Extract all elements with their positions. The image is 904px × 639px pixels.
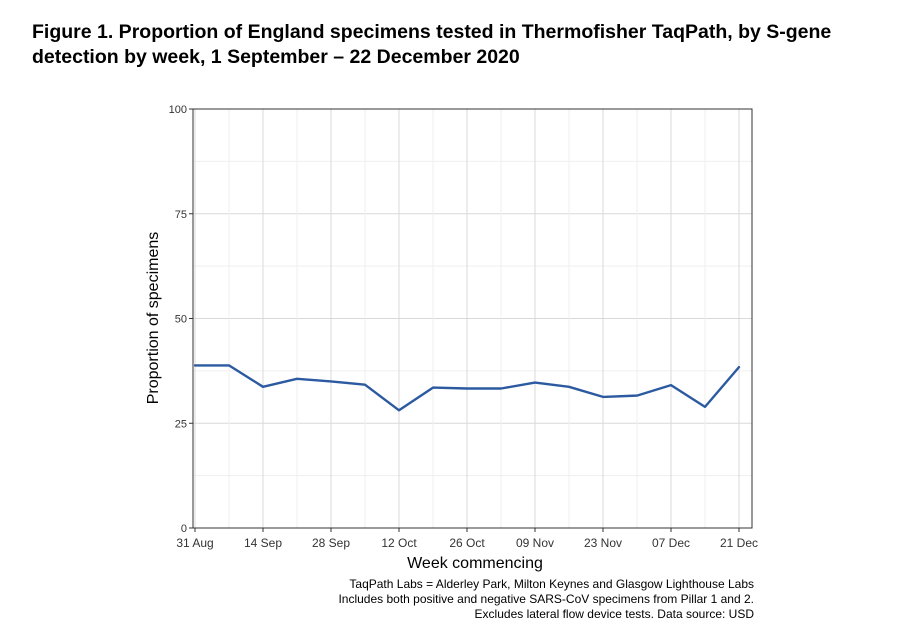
caption-line: Includes both positive and negative SARS… [338,592,754,606]
y-tick-label: 25 [175,418,187,430]
series-group [193,364,741,412]
x-tick-label: 14 Sep [244,536,282,550]
x-tick-label: 07 Dec [652,536,690,550]
figure-title: Figure 1. Proportion of England specimen… [32,21,832,68]
x-tick-label: 09 Nov [516,536,554,550]
y-tick-label: 100 [169,104,187,116]
grid-lines [193,108,752,529]
series-line [193,364,741,412]
x-tick-label: 26 Oct [449,536,485,550]
x-axis: 31 Aug 14 Sep 28 Sep 12 Oct 26 Oct 09 Nov 23 N… [176,528,758,550]
x-axis-label: Week commencing [407,555,543,572]
caption-line: TaqPath Labs = Alderley Park, Milton Key… [349,577,754,591]
y-tick-label: 50 [175,314,187,326]
x-tick-label: 12 Oct [381,536,417,550]
y-axis: 0 25 50 75 100 [169,104,193,535]
caption: TaqPath Labs = Alderley Park, Milton Key… [338,577,754,622]
x-tick-label: 23 Nov [584,536,622,550]
y-axis-label: Proportion of specimens [145,232,162,405]
x-tick-label: 21 Dec [720,536,758,550]
caption-line: Excludes lateral flow device tests. Data… [474,607,754,621]
x-tick-label: 28 Sep [312,536,350,550]
y-tick-label: 75 [175,209,187,221]
y-tick-label: 0 [181,523,187,535]
x-tick-label: 31 Aug [176,536,213,550]
